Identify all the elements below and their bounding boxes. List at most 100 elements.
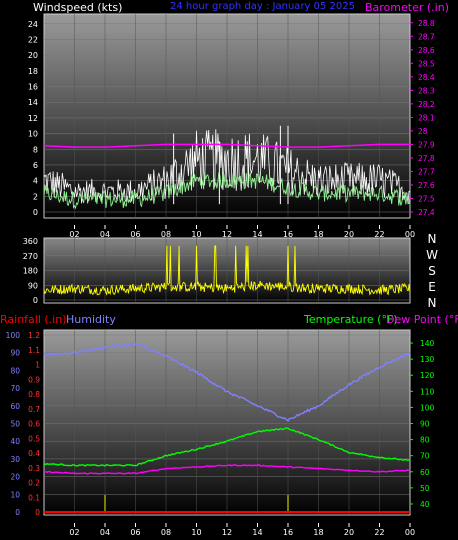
dewpoint-label: Dew Point (°F) bbox=[386, 313, 458, 326]
rainfall-tick-label: 0.6 bbox=[28, 420, 40, 429]
rainfall-tick-label: 0.1 bbox=[28, 493, 40, 502]
humidity-tick-label: 10 bbox=[10, 490, 20, 499]
barometer-tick-label: 28.1 bbox=[418, 113, 435, 122]
humidity-line bbox=[43, 342, 411, 422]
barometer-tick-label: 27.4 bbox=[418, 208, 435, 217]
compass-label: E bbox=[428, 280, 436, 294]
x-tick-label: 18 bbox=[313, 528, 323, 537]
rainfall-tick-label: 0.5 bbox=[28, 434, 40, 443]
humidity-tick-label: 60 bbox=[10, 402, 20, 411]
x-tick-label: 08 bbox=[161, 528, 171, 537]
x-tick-label: 02 bbox=[69, 528, 79, 537]
temperature-tick-label: 130 bbox=[420, 355, 435, 364]
windspeed-average-line bbox=[43, 172, 411, 210]
barometer-title: Barometer (.in) bbox=[365, 1, 449, 14]
barometer-tick-label: 28.3 bbox=[418, 86, 435, 95]
x-tick-label: 14 bbox=[252, 230, 262, 239]
direction-tick-label: 360 bbox=[23, 237, 38, 246]
temperature-tick-label: 40 bbox=[420, 500, 430, 509]
windspeed-tick-label: 8 bbox=[33, 145, 38, 154]
x-tick-label: 20 bbox=[344, 230, 354, 239]
temperature-tick-label: 120 bbox=[420, 371, 435, 380]
rainfall-tick-label: 0.9 bbox=[28, 375, 40, 384]
temperature-label: Temperature (°F) bbox=[303, 313, 398, 326]
x-tick-label: 12 bbox=[222, 230, 232, 239]
x-tick-label: 08 bbox=[161, 230, 171, 239]
windspeed-tick-label: 4 bbox=[33, 177, 38, 186]
rainfall-tick-label: 0.8 bbox=[28, 390, 40, 399]
compass-label: N bbox=[428, 296, 437, 310]
compass-label: N bbox=[428, 232, 437, 246]
x-tick-label: 04 bbox=[100, 528, 110, 537]
wind-direction-line bbox=[43, 245, 411, 296]
x-tick-label: 10 bbox=[191, 230, 201, 239]
x-tick-label: 14 bbox=[252, 528, 262, 537]
x-tick-label: 16 bbox=[283, 528, 293, 537]
x-tick-label: 02 bbox=[69, 230, 79, 239]
rainfall-tick-label: 1.1 bbox=[28, 346, 40, 355]
humidity-tick-label: 30 bbox=[10, 455, 20, 464]
windspeed-tick-label: 24 bbox=[28, 20, 38, 29]
temperature-line bbox=[43, 427, 411, 467]
humidity-tick-label: 0 bbox=[15, 508, 20, 517]
temperature-tick-label: 140 bbox=[420, 339, 435, 348]
barometer-tick-label: 27.8 bbox=[418, 154, 435, 163]
x-tick-label: 22 bbox=[374, 528, 384, 537]
x-tick-label: 18 bbox=[313, 230, 323, 239]
windspeed-tick-label: 6 bbox=[33, 161, 38, 170]
humidity-tick-label: 90 bbox=[10, 349, 20, 358]
windspeed-tick-label: 12 bbox=[28, 114, 38, 123]
humidity-tick-label: 70 bbox=[10, 384, 20, 393]
temperature-tick-label: 110 bbox=[420, 387, 435, 396]
windspeed-tick-label: 0 bbox=[33, 208, 38, 217]
x-tick-label: 04 bbox=[100, 230, 110, 239]
barometer-tick-label: 28.7 bbox=[418, 32, 435, 41]
temperature-tick-label: 90 bbox=[420, 420, 430, 429]
dewpoint-line bbox=[43, 464, 411, 475]
humidity-tick-label: 100 bbox=[6, 331, 21, 340]
direction-tick-label: 90 bbox=[28, 281, 38, 290]
humidity-tick-label: 40 bbox=[10, 437, 20, 446]
humidity-tick-label: 50 bbox=[10, 420, 20, 429]
x-tick-label: 06 bbox=[130, 528, 140, 537]
x-tick-label: 06 bbox=[130, 230, 140, 239]
x-tick-label: 12 bbox=[222, 528, 232, 537]
humidity-label: Humidity bbox=[66, 313, 116, 326]
compass-label: W bbox=[426, 248, 438, 262]
temperature-tick-label: 100 bbox=[420, 403, 435, 412]
barometer-tick-label: 28.6 bbox=[418, 46, 435, 55]
direction-tick-label: 270 bbox=[23, 252, 38, 261]
barometer-tick-label: 28.8 bbox=[418, 19, 435, 28]
barometer-tick-label: 28 bbox=[418, 127, 428, 136]
rainfall-tick-label: 0.2 bbox=[28, 479, 40, 488]
x-tick-label: 00 bbox=[405, 528, 415, 537]
x-tick-label: 22 bbox=[374, 230, 384, 239]
series bbox=[43, 125, 411, 513]
rainfall-tick-label: 1 bbox=[35, 361, 40, 370]
temperature-tick-label: 50 bbox=[420, 484, 430, 493]
barometer-tick-label: 27.6 bbox=[418, 181, 435, 190]
humidity-tick-label: 80 bbox=[10, 366, 20, 375]
windspeed-tick-label: 20 bbox=[28, 51, 38, 60]
compass-label: S bbox=[428, 264, 436, 278]
grid-lines bbox=[44, 14, 413, 527]
windspeed-tick-label: 2 bbox=[33, 192, 38, 201]
barometer-tick-label: 28.5 bbox=[418, 59, 435, 68]
barometer-line bbox=[43, 143, 410, 148]
temperature-tick-label: 60 bbox=[420, 468, 430, 477]
windspeed-tick-label: 10 bbox=[28, 130, 38, 139]
temperature-tick-label: 70 bbox=[420, 452, 430, 461]
windspeed-tick-label: 16 bbox=[28, 83, 38, 92]
barometer-tick-label: 27.5 bbox=[418, 194, 435, 203]
x-tick-label: 00 bbox=[405, 230, 415, 239]
graph-date-title: 24 hour graph day : January 05 2025 bbox=[170, 1, 355, 12]
rainfall-tick-label: 0.4 bbox=[28, 449, 40, 458]
direction-tick-label: 180 bbox=[23, 267, 38, 276]
windspeed-tick-label: 14 bbox=[28, 98, 38, 107]
x-tick-label: 20 bbox=[344, 528, 354, 537]
x-tick-label: 10 bbox=[191, 528, 201, 537]
barometer-tick-label: 27.9 bbox=[418, 140, 435, 149]
direction-tick-label: 0 bbox=[33, 296, 38, 305]
windspeed-gust-line bbox=[43, 129, 411, 204]
